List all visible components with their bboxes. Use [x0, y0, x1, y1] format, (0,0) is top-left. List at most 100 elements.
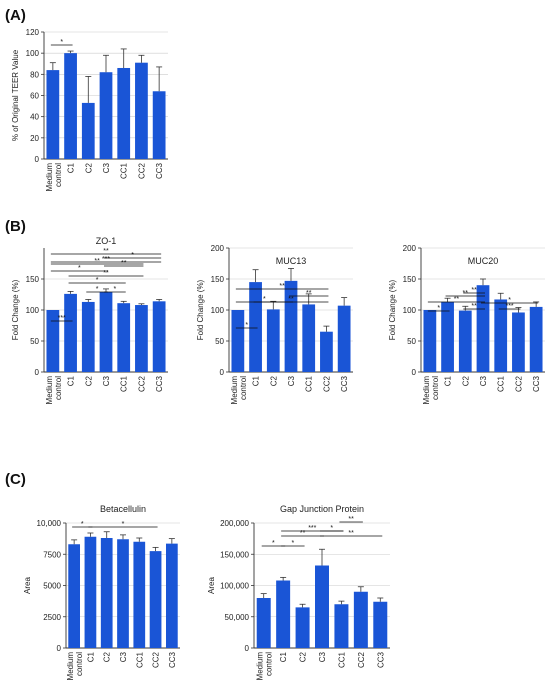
sig-label-4-0: * — [81, 521, 84, 528]
y-tick-label-5-0: 0 — [245, 644, 250, 653]
x-tick-label-3-3: C3 — [479, 375, 488, 386]
y-tick-label-5-3: 150,000 — [220, 550, 249, 559]
bar-2-3 — [284, 280, 298, 372]
x-tick-label-2-2: C2 — [269, 375, 278, 386]
panel-label-2: (C) — [5, 471, 26, 488]
x-tick-label-part: control — [431, 376, 440, 400]
x-tick-label-1-3: C3 — [102, 375, 111, 386]
y-tick-label-3-0: 0 — [412, 368, 417, 377]
sig-label-3-0: * — [437, 305, 440, 312]
bar-5-0 — [256, 598, 271, 648]
x-tick-label-5-5: CC2 — [357, 651, 366, 668]
bar-0-4 — [117, 67, 131, 159]
y-tick-label-0-6: 120 — [26, 28, 40, 37]
sig-label-5-4: *** — [308, 525, 316, 532]
y-axis-label-1: Fold Change (%) — [11, 279, 20, 340]
bar-1-6 — [152, 301, 166, 372]
sig-label-1-5: * — [78, 265, 81, 272]
x-tick-label-part: Medium — [45, 163, 54, 192]
sig-label-4-1: * — [122, 521, 125, 528]
bar-2-6 — [337, 305, 351, 372]
sig-label-2-3: ** — [306, 290, 312, 297]
bar-0-3 — [99, 72, 113, 159]
x-tick-label-1-0: Mediumcontrol — [45, 376, 63, 405]
y-tick-label-4-4: 10,000 — [37, 519, 62, 528]
bar-3-4 — [494, 299, 508, 372]
x-tick-label-2-1: C1 — [252, 375, 261, 386]
x-tick-label-1-5: CC2 — [137, 375, 146, 392]
chart-title-3: MUC20 — [468, 256, 499, 266]
sig-label-5-6: ** — [348, 516, 354, 523]
bar-0-5 — [135, 62, 148, 159]
bar-4-6 — [165, 543, 178, 648]
x-tick-label-part: control — [54, 376, 63, 400]
y-tick-label-0-0: 0 — [35, 155, 40, 164]
x-tick-label-3-5: CC2 — [514, 375, 523, 392]
y-tick-label-5-1: 50,000 — [225, 613, 250, 622]
y-axis-label-4: Area — [23, 577, 32, 594]
chart-title-2: MUC13 — [276, 256, 307, 266]
bar-5-3 — [315, 565, 329, 648]
bar-4-2 — [100, 538, 113, 648]
y-tick-label-4-1: 2500 — [43, 613, 61, 622]
x-tick-label-3-6: CC3 — [532, 375, 541, 392]
sig-label-1-8: * — [131, 252, 134, 259]
bar-4-1 — [84, 536, 97, 648]
bar-1-1 — [64, 293, 77, 372]
x-tick-label-0-4: CC1 — [120, 162, 129, 179]
sig-label-5-0: * — [272, 540, 275, 547]
bar-5-2 — [295, 607, 310, 648]
x-tick-label-1-2: C2 — [84, 375, 93, 386]
x-tick-label-5-1: C1 — [279, 651, 288, 662]
y-tick-label-5-2: 100,000 — [220, 582, 249, 591]
bar-2-2 — [266, 309, 280, 372]
y-axis-label-3: Fold Change (%) — [388, 279, 397, 340]
bar-5-4 — [334, 604, 349, 648]
bar-3-5 — [512, 312, 525, 372]
x-tick-label-part: control — [75, 652, 84, 676]
sig-label-1-0: *** — [58, 315, 66, 322]
sig-label-3-2: *** — [505, 303, 513, 310]
bar-0-2 — [81, 102, 95, 159]
y-tick-label-0-4: 80 — [30, 70, 39, 79]
bar-5-6 — [373, 601, 388, 648]
sig-label-2-0: * — [245, 322, 248, 329]
x-tick-label-5-4: CC1 — [337, 651, 346, 668]
bar-3-1 — [441, 301, 454, 372]
x-tick-label-1-1: C1 — [67, 375, 76, 386]
chart-title-4: Betacellulin — [100, 504, 146, 514]
x-tick-label-4-0: Mediumcontrol — [66, 652, 84, 681]
sig-label-1-9: *** — [102, 256, 110, 263]
bar-1-5 — [135, 305, 148, 372]
x-tick-label-0-6: CC3 — [155, 162, 164, 179]
x-tick-label-part: Medium — [422, 376, 431, 405]
sig-label-2-4: ** — [279, 283, 285, 290]
bar-0-1 — [64, 53, 77, 159]
y-tick-label-1-0: 0 — [35, 368, 40, 377]
y-tick-label-0-2: 40 — [30, 113, 39, 122]
sig-label-3-3: ** — [454, 296, 460, 303]
x-tick-label-part: control — [54, 163, 63, 187]
panel-label-1: (B) — [5, 218, 26, 235]
sig-label-1-10: ** — [103, 248, 109, 255]
bar-2-1 — [249, 282, 262, 372]
x-tick-label-4-3: C3 — [119, 651, 128, 662]
sig-label-2-2: * — [263, 296, 266, 303]
y-tick-label-2-4: 200 — [211, 244, 225, 253]
x-tick-label-4-1: C1 — [86, 651, 95, 662]
y-tick-label-3-3: 150 — [403, 275, 417, 284]
y-tick-label-1-3: 150 — [26, 275, 40, 284]
bar-0-6 — [152, 91, 166, 159]
y-tick-label-2-2: 100 — [211, 306, 225, 315]
y-tick-label-1-2: 100 — [26, 306, 40, 315]
x-tick-label-part: Medium — [45, 376, 54, 405]
bar-3-0 — [423, 310, 437, 372]
bar-1-4 — [117, 303, 131, 372]
x-tick-label-part: control — [239, 376, 248, 400]
sig-label-3-4: * — [508, 297, 511, 304]
bar-4-3 — [117, 539, 129, 648]
x-tick-label-part: Medium — [256, 652, 265, 681]
bar-2-0 — [231, 310, 245, 372]
y-tick-label-3-4: 200 — [403, 244, 417, 253]
